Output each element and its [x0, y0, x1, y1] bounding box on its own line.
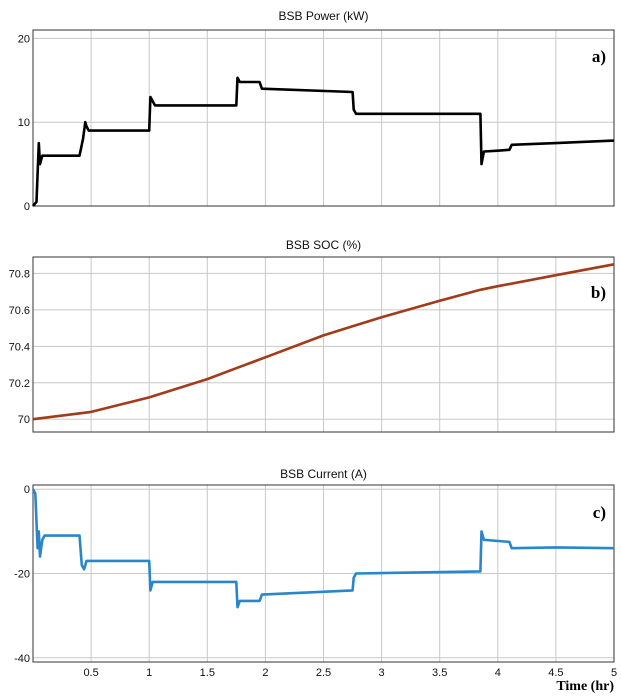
- y-tick-label: -20: [14, 569, 30, 581]
- y-tick-label: 0: [24, 484, 30, 496]
- panel-label: b): [591, 283, 606, 302]
- panel-title: BSB Current (A): [280, 467, 367, 481]
- x-tick-label: 5: [611, 667, 617, 679]
- panel-power: BSB Power (kW) 0 10 20 a): [18, 9, 615, 213]
- axes-frame: [32, 256, 615, 433]
- panel-soc: BSB SOC (%) 70 70.2 70.4 70.6 70.8 b): [9, 238, 615, 433]
- y-tick-label: 70.2: [9, 378, 30, 390]
- panel-title: BSB Power (kW): [278, 9, 368, 23]
- x-tick-label: 0.5: [83, 667, 98, 679]
- panel-label: a): [592, 47, 606, 66]
- y-tick-label: -40: [14, 653, 30, 665]
- panel-current: BSB Current (A) 0 -20 -40 c): [14, 467, 615, 665]
- x-axis-label: Time (hr): [556, 679, 614, 694]
- axes-frame: [32, 29, 615, 207]
- y-tick-label: 70.6: [9, 305, 30, 317]
- x-tick-label: 3.5: [432, 667, 447, 679]
- y-tick-label: 10: [18, 117, 30, 129]
- x-tick-label: 1.5: [200, 667, 215, 679]
- panel-label: c): [593, 503, 606, 522]
- x-tick-label: 2: [262, 667, 268, 679]
- y-tick-label: 70: [18, 414, 30, 426]
- series-line: [32, 263, 615, 421]
- y-tick-label: 20: [18, 33, 30, 45]
- x-tick-label: 2.5: [316, 667, 331, 679]
- series-line: [31, 488, 615, 609]
- panel-title: BSB SOC (%): [286, 238, 361, 252]
- x-axis-ticks: 0.5 1 1.5 2 2.5 3 3.5 4 4.5 5: [83, 667, 617, 679]
- series-line: [32, 76, 615, 207]
- x-tick-label: 4.5: [548, 667, 563, 679]
- y-tick-label: 70.8: [9, 268, 30, 280]
- axes-frame: [32, 484, 615, 663]
- y-tick-label: 0: [24, 201, 30, 213]
- x-tick-label: 4: [495, 667, 501, 679]
- x-tick-label: 3: [379, 667, 385, 679]
- x-tick-label: 1: [146, 667, 152, 679]
- y-tick-label: 70.4: [9, 341, 30, 353]
